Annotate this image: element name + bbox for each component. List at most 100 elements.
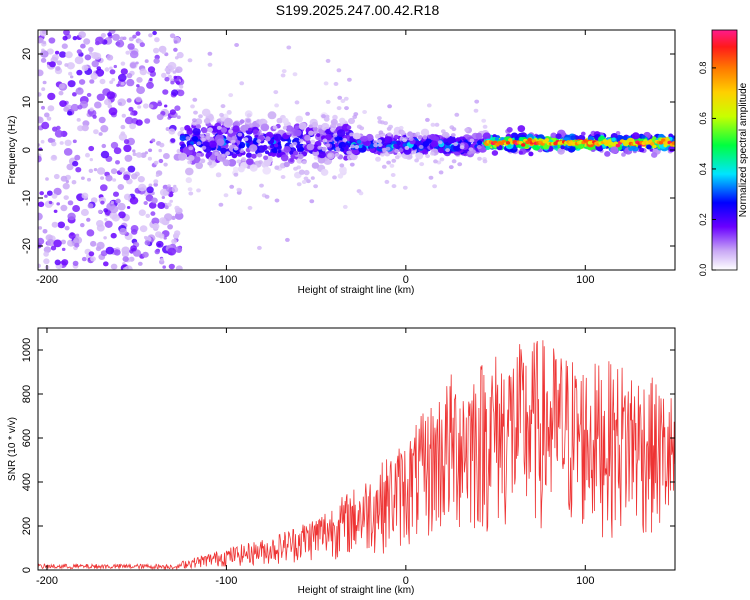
- heatmap-cell: [80, 208, 89, 217]
- heatmap-cell: [343, 96, 349, 101]
- heatmap-cell: [60, 175, 68, 182]
- heatmap-cell: [417, 135, 423, 140]
- heatmap-cell: [38, 212, 43, 221]
- heatmap-cell: [271, 147, 278, 154]
- heatmap-cell: [158, 233, 165, 239]
- heatmap-cell: [330, 118, 338, 126]
- heatmap-cell: [138, 183, 147, 192]
- heatmap-cell: [273, 90, 279, 95]
- spectrogram-heatmap: [38, 30, 675, 270]
- heatmap-cell: [361, 135, 368, 142]
- heatmap-cell: [265, 136, 271, 142]
- heatmap-cell: [334, 152, 340, 157]
- colorbar-tick-label: 0.2: [698, 213, 708, 226]
- heatmap-cell: [198, 114, 203, 119]
- heatmap-cell: [115, 198, 121, 204]
- heatmap-cell: [408, 136, 414, 141]
- heatmap-cell: [428, 175, 434, 180]
- heatmap-cell: [100, 150, 110, 159]
- heatmap-cell: [317, 156, 326, 164]
- heatmap-cell: [152, 223, 160, 230]
- heatmap-cell: [320, 122, 330, 131]
- heatmap-cell: [283, 161, 290, 168]
- heatmap-cell: [153, 182, 158, 187]
- heatmap-cell: [377, 116, 382, 121]
- heatmap-cell: [180, 143, 186, 149]
- heatmap-cell: [528, 151, 534, 157]
- heatmap-cell: [50, 154, 58, 161]
- heatmap-cell: [225, 151, 231, 156]
- heatmap-cell: [164, 104, 168, 108]
- heatmap-cell: [256, 139, 262, 144]
- heatmap-cell: [51, 193, 58, 199]
- heatmap-cell: [471, 149, 476, 154]
- heatmap-cell: [119, 167, 126, 173]
- heatmap-cell: [113, 191, 119, 197]
- heatmap-cell: [89, 107, 94, 112]
- heatmap-cell: [90, 240, 97, 247]
- heatmap-cell: [211, 125, 219, 133]
- heatmap-cell: [185, 167, 194, 176]
- heatmap-cell: [177, 89, 185, 97]
- heatmap-cell: [292, 72, 298, 77]
- heatmap-cell: [185, 136, 191, 141]
- heatmap-cell: [60, 204, 68, 212]
- heatmap-cell: [66, 163, 74, 171]
- y-tick-label: 0: [21, 567, 33, 573]
- heatmap-cell: [398, 125, 404, 130]
- heatmap-cell: [668, 133, 674, 138]
- heatmap-cell: [163, 213, 173, 222]
- heatmap-cell: [295, 144, 301, 149]
- heatmap-cell: [346, 150, 352, 155]
- heatmap-cell: [161, 196, 165, 199]
- heatmap-cell: [236, 159, 242, 164]
- heatmap-cell: [61, 259, 69, 266]
- heatmap-cell: [229, 184, 235, 189]
- heatmap-cell: [280, 175, 286, 179]
- heatmap-cell: [491, 150, 499, 156]
- heatmap-cell: [122, 267, 128, 270]
- heatmap-cell: [136, 86, 146, 95]
- heatmap-cell: [386, 160, 391, 165]
- heatmap-cell: [196, 124, 202, 129]
- heatmap-cell: [306, 143, 315, 151]
- heatmap-cell: [124, 116, 134, 125]
- heatmap-cell: [506, 127, 513, 133]
- heatmap-cell: [224, 117, 233, 126]
- heatmap-cell: [239, 81, 245, 86]
- heatmap-cell: [274, 165, 280, 170]
- heatmap-cell: [313, 155, 319, 160]
- heatmap-cell: [81, 256, 87, 262]
- heatmap-cell: [174, 105, 181, 111]
- heatmap-cell: [631, 132, 640, 140]
- heatmap-cell: [170, 80, 175, 85]
- heatmap-cell: [280, 154, 289, 162]
- heatmap-cell: [190, 104, 195, 109]
- heatmap-cell: [610, 133, 618, 140]
- heatmap-cell: [95, 36, 104, 45]
- heatmap-cell: [126, 98, 132, 103]
- heatmap-cell: [285, 125, 294, 132]
- heatmap-cell: [387, 132, 392, 137]
- heatmap-cell: [473, 137, 479, 143]
- heatmap-cell: [193, 110, 198, 115]
- heatmap-cell: [81, 124, 89, 132]
- heatmap-cell: [246, 158, 254, 166]
- heatmap-cell: [109, 211, 118, 220]
- heatmap-cell: [110, 168, 118, 175]
- heatmap-cell: [281, 117, 289, 124]
- heatmap-cell: [348, 117, 355, 125]
- heatmap-cell: [270, 151, 277, 157]
- heatmap-cell: [305, 111, 310, 116]
- heatmap-cell: [414, 158, 419, 163]
- heatmap-cell: [337, 173, 344, 179]
- heatmap-cell: [318, 151, 326, 159]
- heatmap-cell: [110, 232, 117, 239]
- heatmap-cell: [39, 30, 48, 37]
- heatmap-cell: [639, 147, 645, 153]
- heatmap-cell: [162, 89, 169, 95]
- heatmap-cell: [342, 137, 348, 142]
- heatmap-cell: [340, 99, 346, 103]
- heatmap-cell: [78, 31, 86, 39]
- colorbar-tick-label: 0.4: [698, 163, 708, 176]
